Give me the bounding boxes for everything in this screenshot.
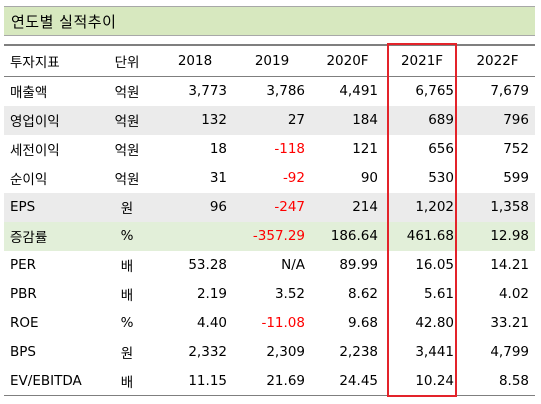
row-unit: 원 (120, 201, 134, 217)
value-cell: 12.98 (490, 228, 529, 244)
table-row: PER 배 53.28 N/A 89.99 16.05 14.21 (4, 251, 535, 280)
value-cell: 599 (503, 170, 529, 186)
row-label: BPS (10, 344, 36, 360)
value-cell: N/A (281, 257, 305, 273)
value-cell: 689 (428, 112, 454, 128)
value-cell: 8.62 (347, 286, 378, 302)
value-cell: 530 (428, 170, 454, 186)
table-row: 세전이익 억원 18 -118 121 656 752 (4, 135, 535, 164)
value-cell: 4,799 (490, 344, 529, 360)
row-label: 영업이익 (10, 114, 60, 130)
row-label: 세전이익 (10, 143, 60, 159)
value-cell: 3,773 (188, 83, 227, 100)
value-cell: 121 (352, 141, 378, 157)
table-row: BPS 원 2,332 2,309 2,238 3,441 4,799 (4, 338, 535, 367)
value-cell: 53.28 (188, 257, 227, 273)
value-cell: 2.19 (196, 286, 227, 302)
row-label: 순이익 (10, 172, 48, 188)
row-label: ROE (10, 315, 39, 331)
value-cell: 21.69 (233, 366, 311, 396)
value-cell: -247 (274, 199, 305, 215)
value-cell: 752 (503, 141, 529, 157)
value-cell: 14.21 (490, 257, 529, 273)
row-label: 증감률 (10, 230, 48, 246)
value-cell (157, 222, 233, 251)
header-2018: 2018 (157, 44, 233, 77)
row-label: 매출액 (10, 85, 48, 102)
row-label: EPS (10, 199, 36, 215)
value-cell: 3.52 (274, 286, 305, 302)
value-cell: 42.80 (415, 315, 454, 331)
title-bar: 연도별 실적추이 (4, 6, 535, 36)
row-label: PBR (10, 286, 37, 302)
table-row: EPS 원 96 -247 214 1,202 1,358 (4, 192, 535, 222)
value-cell: 8.58 (460, 366, 535, 396)
value-cell: 6,765 (415, 83, 454, 100)
header-unit: 단위 (97, 44, 157, 77)
table-row: 증감률% -357.29 186.64 461.68 12.98 (4, 221, 535, 251)
value-cell: 16.05 (415, 257, 454, 273)
value-cell: 4.02 (498, 286, 529, 302)
row-label: EV/EBITDA (4, 366, 97, 396)
value-cell: 4,491 (339, 83, 378, 100)
value-cell: 7,679 (490, 83, 529, 100)
row-unit: 배 (120, 259, 134, 275)
table-row: ROE% 4.40 -11.08 9.68 42.80 33.21 (4, 309, 535, 338)
value-cell: 3,441 (415, 344, 454, 360)
row-unit: % (120, 315, 134, 331)
value-cell: 90 (360, 170, 378, 186)
value-cell: 214 (352, 199, 378, 215)
row-unit: 배 (97, 366, 157, 396)
value-cell: 4.40 (196, 315, 227, 331)
value-cell: 132 (201, 112, 227, 128)
header-indicator: 투자지표 (4, 44, 97, 77)
value-cell: 186.64 (330, 228, 378, 244)
row-unit: 원 (120, 346, 134, 362)
value-cell: 24.45 (311, 366, 384, 396)
value-cell: 2,332 (188, 344, 227, 360)
value-cell: 10.24 (384, 366, 460, 396)
header-2019: 2019 (233, 44, 311, 77)
value-cell: 656 (428, 141, 454, 157)
row-unit: 억원 (114, 143, 140, 159)
value-cell: 96 (209, 199, 227, 215)
table-row: PBR 배 2.19 3.52 8.62 5.61 4.02 (4, 280, 535, 309)
value-cell: -11.08 (261, 315, 305, 331)
row-unit: 억원 (114, 172, 140, 188)
value-cell: 461.68 (406, 228, 454, 244)
value-cell: 27 (287, 112, 305, 128)
value-cell: 11.15 (157, 366, 233, 396)
value-cell: 2,238 (339, 344, 378, 360)
table-title: 연도별 실적추이 (11, 13, 117, 31)
row-unit: 배 (120, 288, 134, 304)
value-cell: 2,309 (266, 344, 305, 360)
row-unit: 억원 (114, 114, 140, 130)
value-cell: 1,358 (490, 199, 529, 215)
row-label: PER (10, 257, 37, 273)
value-cell: 89.99 (339, 257, 378, 273)
table-row: 순이익 억원 31 -92 90 530 599 (4, 164, 535, 193)
table-row: 매출액 억원 3,773 3,786 4,491 6,765 7,679 (4, 77, 535, 106)
table-row: EV/EBITDA 배 11.15 21.69 24.45 10.24 8.58 (4, 366, 535, 396)
header-2022f: 2022F (460, 44, 535, 77)
value-cell: 796 (503, 112, 529, 128)
row-unit: % (120, 228, 134, 244)
header-row: 투자지표 단위 2018 2019 2020F 2021F 2022F (4, 44, 535, 77)
value-cell: 18 (209, 141, 227, 157)
value-cell: -118 (274, 141, 305, 157)
row-unit: 억원 (114, 85, 140, 102)
value-cell: 1,202 (415, 199, 454, 215)
value-cell: -357.29 (252, 228, 305, 244)
value-cell: 33.21 (490, 315, 529, 331)
header-2020f: 2020F (311, 44, 384, 77)
value-cell: 31 (209, 170, 227, 186)
value-cell: 9.68 (347, 315, 378, 331)
value-cell: 3,786 (266, 83, 305, 100)
table-row: 영업이익 억원 132 27 184 689 796 (4, 105, 535, 135)
header-2021f: 2021F (384, 44, 460, 77)
value-cell: 184 (352, 112, 378, 128)
value-cell: 5.61 (423, 286, 454, 302)
value-cell: -92 (282, 170, 305, 186)
